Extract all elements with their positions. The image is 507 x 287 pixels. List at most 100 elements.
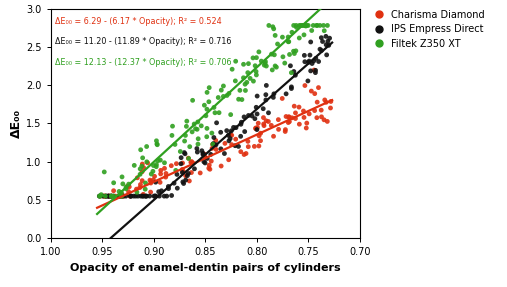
Filtek Z350 XT <box>107 194 116 198</box>
IPS Empress Direct <box>132 194 140 198</box>
IPS Empress Direct <box>120 194 128 198</box>
IPS Empress Direct <box>198 148 206 153</box>
Charisma Diamond <box>300 115 308 120</box>
Charisma Diamond <box>221 141 229 146</box>
Charisma Diamond <box>321 98 329 102</box>
IPS Empress Direct <box>212 121 221 125</box>
Filtek Z350 XT <box>241 88 249 93</box>
Filtek Z350 XT <box>136 172 144 177</box>
Filtek Z350 XT <box>147 172 155 176</box>
Charisma Diamond <box>257 131 265 135</box>
Charisma Diamond <box>160 166 168 171</box>
IPS Empress Direct <box>127 194 135 198</box>
IPS Empress Direct <box>304 60 312 65</box>
Filtek Z350 XT <box>241 82 249 86</box>
Charisma Diamond <box>225 158 233 162</box>
Charisma Diamond <box>274 117 282 122</box>
Filtek Z350 XT <box>292 23 300 28</box>
IPS Empress Direct <box>259 106 267 111</box>
Charisma Diamond <box>244 144 252 149</box>
Charisma Diamond <box>146 178 154 183</box>
Filtek Z350 XT <box>271 64 279 68</box>
IPS Empress Direct <box>312 56 320 61</box>
Filtek Z350 XT <box>284 35 292 39</box>
Charisma Diamond <box>206 167 214 172</box>
Charisma Diamond <box>320 117 328 122</box>
IPS Empress Direct <box>324 43 333 48</box>
Filtek Z350 XT <box>278 35 286 39</box>
Charisma Diamond <box>267 123 275 128</box>
Charisma Diamond <box>182 173 190 178</box>
Filtek Z350 XT <box>252 69 260 74</box>
Charisma Diamond <box>212 147 220 152</box>
Filtek Z350 XT <box>316 23 324 28</box>
IPS Empress Direct <box>207 152 215 157</box>
IPS Empress Direct <box>122 194 130 198</box>
IPS Empress Direct <box>325 36 334 40</box>
Filtek Z350 XT <box>110 181 118 185</box>
Filtek Z350 XT <box>203 107 211 112</box>
Charisma Diamond <box>147 181 155 185</box>
Filtek Z350 XT <box>295 36 303 40</box>
Charisma Diamond <box>244 139 252 144</box>
IPS Empress Direct <box>225 139 233 143</box>
Filtek Z350 XT <box>194 136 202 141</box>
Filtek Z350 XT <box>117 190 125 195</box>
IPS Empress Direct <box>221 151 229 156</box>
Charisma Diamond <box>178 167 187 172</box>
IPS Empress Direct <box>146 194 154 198</box>
Y-axis label: ΔE₀₀: ΔE₀₀ <box>11 109 23 138</box>
Charisma Diamond <box>311 108 319 113</box>
Filtek Z350 XT <box>309 23 317 28</box>
IPS Empress Direct <box>308 61 316 66</box>
Filtek Z350 XT <box>203 90 211 95</box>
Filtek Z350 XT <box>152 164 160 169</box>
IPS Empress Direct <box>230 125 238 130</box>
IPS Empress Direct <box>248 114 256 118</box>
IPS Empress Direct <box>210 135 218 140</box>
IPS Empress Direct <box>201 161 209 165</box>
Charisma Diamond <box>207 159 215 163</box>
Charisma Diamond <box>327 106 335 110</box>
IPS Empress Direct <box>262 92 270 97</box>
IPS Empress Direct <box>311 68 319 73</box>
Text: ΔE₀₀ = 6.29 - (6.17 * Opacity); R² = 0.524: ΔE₀₀ = 6.29 - (6.17 * Opacity); R² = 0.5… <box>55 17 222 26</box>
Charisma Diamond <box>228 142 236 147</box>
Filtek Z350 XT <box>203 134 211 139</box>
Charisma Diamond <box>201 152 209 157</box>
Charisma Diamond <box>120 194 128 198</box>
IPS Empress Direct <box>217 147 225 151</box>
IPS Empress Direct <box>203 156 211 161</box>
Filtek Z350 XT <box>235 97 243 102</box>
IPS Empress Direct <box>226 136 234 141</box>
Filtek Z350 XT <box>176 149 185 154</box>
Charisma Diamond <box>188 170 196 175</box>
Filtek Z350 XT <box>188 129 196 134</box>
Charisma Diamond <box>264 119 272 124</box>
IPS Empress Direct <box>322 34 330 39</box>
Filtek Z350 XT <box>236 88 244 93</box>
IPS Empress Direct <box>102 194 110 198</box>
Charisma Diamond <box>270 134 278 139</box>
IPS Empress Direct <box>240 115 248 119</box>
IPS Empress Direct <box>157 189 165 193</box>
Charisma Diamond <box>262 119 270 123</box>
IPS Empress Direct <box>105 194 113 198</box>
Charisma Diamond <box>118 194 126 198</box>
Filtek Z350 XT <box>141 181 150 185</box>
IPS Empress Direct <box>177 162 185 166</box>
IPS Empress Direct <box>139 194 148 198</box>
Charisma Diamond <box>314 85 322 90</box>
IPS Empress Direct <box>127 194 135 198</box>
Charisma Diamond <box>200 152 208 156</box>
Charisma Diamond <box>147 179 155 184</box>
IPS Empress Direct <box>216 130 225 135</box>
Charisma Diamond <box>112 194 120 198</box>
Filtek Z350 XT <box>227 112 235 117</box>
IPS Empress Direct <box>322 42 330 47</box>
Filtek Z350 XT <box>130 163 138 168</box>
Filtek Z350 XT <box>289 23 298 28</box>
IPS Empress Direct <box>179 180 187 184</box>
Filtek Z350 XT <box>197 123 205 128</box>
Charisma Diamond <box>156 180 164 185</box>
